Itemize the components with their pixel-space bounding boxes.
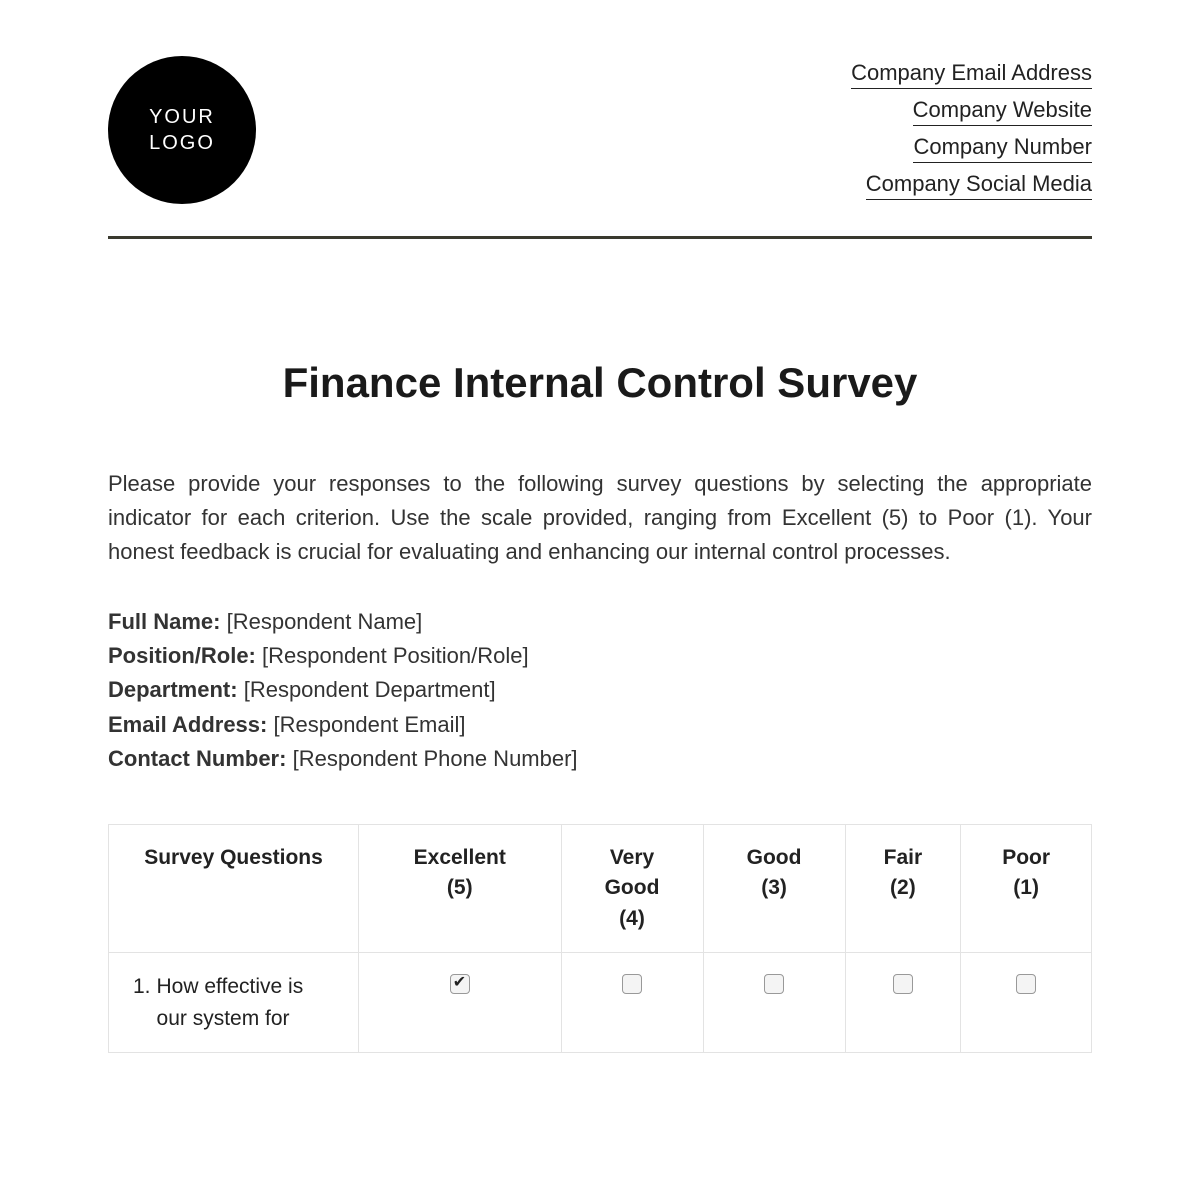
q1-line2: our system for [157, 1007, 290, 1030]
header-divider [108, 236, 1092, 239]
company-number[interactable]: Company Number [913, 134, 1092, 163]
col-header-verygood: Very Good (4) [561, 824, 703, 952]
col2-line1: Fair [884, 846, 923, 869]
company-info: Company Email Address Company Website Co… [851, 56, 1092, 208]
page-root: YOUR LOGO Company Email Address Company … [0, 0, 1200, 1053]
q1-fair-checkbox[interactable] [893, 974, 913, 994]
q1-excellent-checkbox[interactable] [450, 974, 470, 994]
company-social[interactable]: Company Social Media [866, 171, 1092, 200]
q1-fair-cell [845, 953, 961, 1053]
logo-placeholder: YOUR LOGO [108, 56, 256, 204]
col1-line1: Poor [1002, 846, 1050, 869]
department-value[interactable]: [Respondent Department] [244, 677, 496, 702]
company-email[interactable]: Company Email Address [851, 60, 1092, 89]
header: YOUR LOGO Company Email Address Company … [108, 56, 1092, 208]
company-website[interactable]: Company Website [913, 97, 1092, 126]
question-1-cell: 1. How effective is our system for [109, 953, 359, 1053]
logo-line-1: YOUR [149, 104, 215, 130]
col-header-questions: Survey Questions [109, 824, 359, 952]
email-value[interactable]: [Respondent Email] [273, 712, 465, 737]
position-value[interactable]: [Respondent Position/Role] [262, 643, 529, 668]
col-header-good: Good (3) [703, 824, 845, 952]
col5-line1: Excellent [414, 846, 506, 869]
email-label: Email Address: [108, 712, 267, 737]
survey-table: Survey Questions Excellent (5) Very Good… [108, 824, 1092, 1053]
col4-line3: (4) [619, 907, 645, 930]
col3-line1: Good [747, 846, 802, 869]
table-header-row: Survey Questions Excellent (5) Very Good… [109, 824, 1092, 952]
col4-line2: Good [605, 876, 660, 899]
q1-line1: How effective is [157, 975, 304, 998]
respondent-name-row: Full Name: [Respondent Name] [108, 605, 1092, 639]
col-header-poor: Poor (1) [961, 824, 1092, 952]
respondent-email-row: Email Address: [Respondent Email] [108, 708, 1092, 742]
col1-line2: (1) [1013, 876, 1039, 899]
q1-text: How effective is our system for [157, 971, 304, 1034]
q1-excellent-cell [359, 953, 562, 1053]
q1-verygood-checkbox[interactable] [622, 974, 642, 994]
position-label: Position/Role: [108, 643, 256, 668]
respondent-contact-row: Contact Number: [Respondent Phone Number… [108, 742, 1092, 776]
logo-line-2: LOGO [149, 130, 215, 156]
col-header-excellent: Excellent (5) [359, 824, 562, 952]
respondent-block: Full Name: [Respondent Name] Position/Ro… [108, 605, 1092, 775]
col3-line2: (3) [761, 876, 787, 899]
respondent-department-row: Department: [Respondent Department] [108, 673, 1092, 707]
col2-line2: (2) [890, 876, 916, 899]
col5-line2: (5) [447, 876, 473, 899]
col4-line1: Very [610, 846, 654, 869]
q1-good-checkbox[interactable] [764, 974, 784, 994]
table-row: 1. How effective is our system for [109, 953, 1092, 1053]
name-label: Full Name: [108, 609, 220, 634]
respondent-position-row: Position/Role: [Respondent Position/Role… [108, 639, 1092, 673]
name-value[interactable]: [Respondent Name] [227, 609, 423, 634]
intro-paragraph: Please provide your responses to the fol… [108, 467, 1092, 569]
q1-poor-checkbox[interactable] [1016, 974, 1036, 994]
contact-label: Contact Number: [108, 746, 286, 771]
department-label: Department: [108, 677, 238, 702]
q1-good-cell [703, 953, 845, 1053]
page-title: Finance Internal Control Survey [108, 359, 1092, 407]
q1-poor-cell [961, 953, 1092, 1053]
contact-value[interactable]: [Respondent Phone Number] [293, 746, 578, 771]
col-header-fair: Fair (2) [845, 824, 961, 952]
q1-number: 1. [133, 971, 151, 1034]
q1-verygood-cell [561, 953, 703, 1053]
